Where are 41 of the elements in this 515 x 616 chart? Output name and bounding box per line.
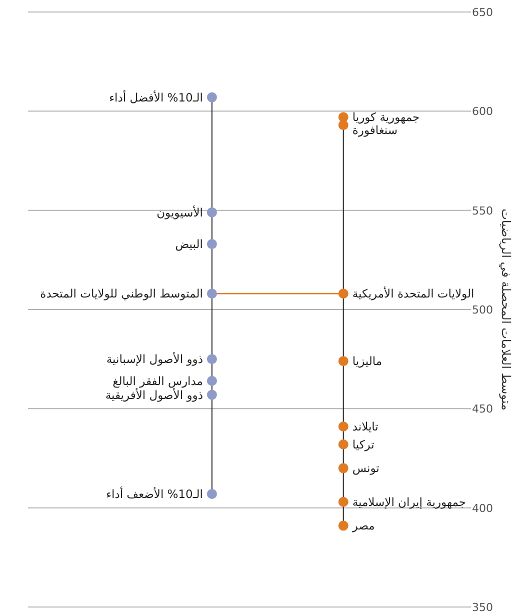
point [206, 390, 217, 400]
series-label: مصر [351, 518, 375, 533]
point [206, 288, 217, 299]
series-label: المتوسط الوطني للولايات المتحدة [40, 286, 203, 301]
point [338, 520, 348, 531]
point [206, 376, 217, 386]
series-label: البيض [175, 237, 203, 252]
y-tick-label: 500 [472, 304, 493, 316]
y-tick-label: 550 [472, 204, 493, 218]
y-tick-label: 650 [472, 6, 493, 19]
y-tick-label: 600 [472, 105, 493, 118]
point [338, 356, 348, 366]
point [206, 207, 217, 218]
series-label: الأسيويون [156, 205, 203, 220]
point [206, 239, 217, 250]
point [206, 488, 217, 499]
y-tick-label: 400 [472, 502, 493, 515]
series-label: تايلاند [352, 420, 378, 434]
series-label: سنغافورة [352, 123, 398, 138]
point [338, 496, 348, 507]
series-label: جمهورية إيران الإسلامية [352, 494, 466, 509]
series-label: الولايات المتحدة الأمريكية [352, 286, 474, 301]
y-tick-label: 350 [472, 601, 493, 614]
series-label: الـ10% الأضعف أداء [106, 486, 203, 501]
point [206, 354, 217, 364]
point [206, 92, 217, 102]
point [338, 422, 348, 432]
y-tick-label: 450 [472, 402, 493, 416]
series-label: تركيا [352, 437, 374, 452]
series-label: ماليزيا [352, 354, 382, 368]
point [338, 120, 348, 130]
series-label: ذوو الأصول الأفريقية [105, 388, 203, 402]
series-label: ذوو الأصول الإسبانية [106, 352, 203, 366]
series-label: الـ10% الأفضل أداء [109, 89, 203, 104]
point [338, 288, 348, 299]
y-axis-title: متوسط العلامات المحصلة في الرياضيات [499, 208, 513, 410]
series-label: جمهورية كوريا [352, 110, 420, 124]
point [338, 463, 348, 474]
series-label: تونس [352, 461, 380, 476]
point [338, 439, 348, 450]
series-label: مدارس الفقر البالغ [112, 374, 203, 388]
